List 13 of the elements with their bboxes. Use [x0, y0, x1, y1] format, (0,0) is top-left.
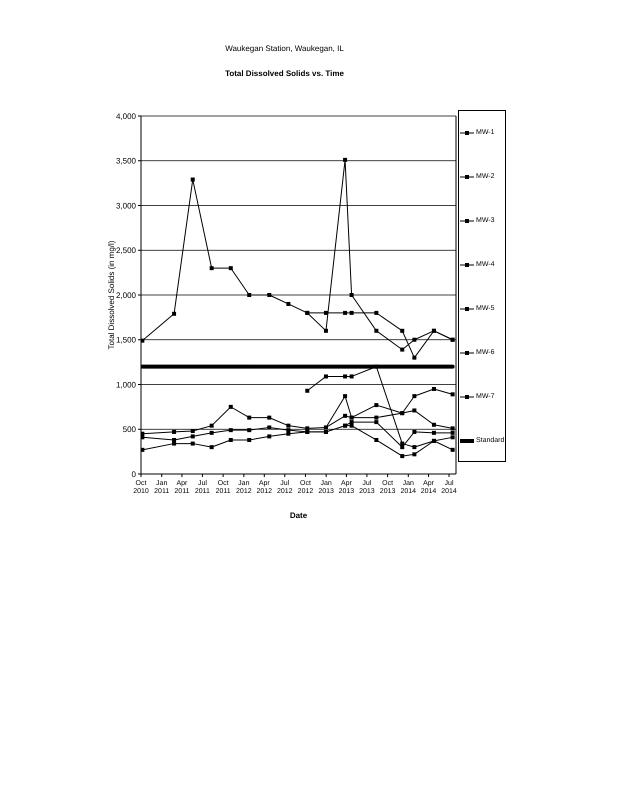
chart-subtitle: Total Dissolved Solids vs. Time: [225, 69, 344, 78]
y-tick-label: 1,000: [116, 380, 137, 390]
y-tick-label: 2,000: [116, 290, 137, 300]
y-tick-label: 500: [122, 425, 137, 434]
y-tick-label: 1,500: [116, 336, 137, 345]
y-tick-label: 2,500: [116, 246, 137, 256]
y-tick-label: 3,500: [116, 156, 137, 166]
y-axis-title: Total Dissolved Solids (in mg/l): [106, 240, 116, 350]
x-axis-title: Date: [290, 511, 308, 520]
y-tick-label: 4,000: [116, 112, 137, 121]
y-tick-label: 3,000: [116, 201, 137, 210]
y-tick-label: 0: [132, 470, 137, 479]
chart-title: Waukegan Station, Waukegan, IL: [225, 44, 344, 53]
